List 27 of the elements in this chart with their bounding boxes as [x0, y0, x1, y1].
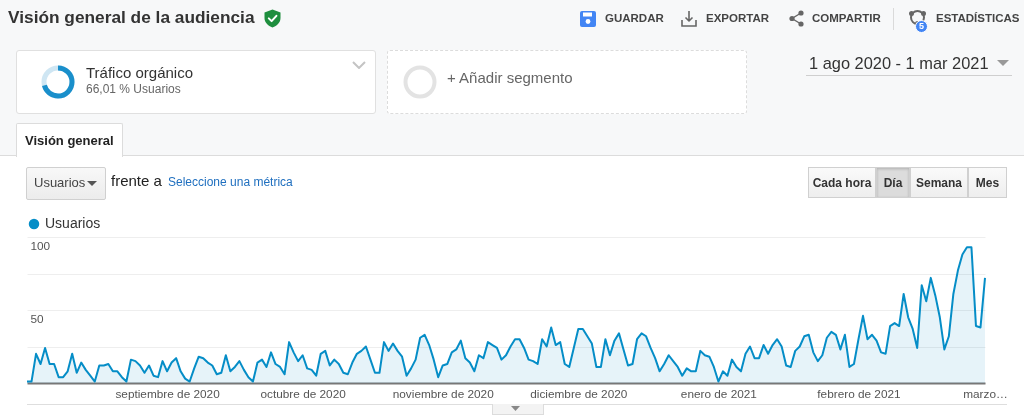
- button: Cada hora: [808, 167, 876, 198]
- text: Tráfico orgánico: [86, 64, 193, 82]
- x-tick-label: diciembre de 2020: [530, 386, 628, 401]
- y-tick-label: 50: [30, 311, 45, 326]
- chart-title: Visión general de la audiencia: [8, 7, 255, 28]
- x-tick-label: marzo…: [963, 386, 1008, 401]
- text: Seleccione una métrica: [168, 175, 293, 190]
- text: 66,01 % Usuarios: [86, 82, 181, 97]
- text: + Añadir segmento: [447, 69, 573, 87]
- x-tick-label: octubre de 2020: [260, 386, 347, 401]
- text: 1 ago 2020 - 1 mar 2021: [809, 53, 989, 73]
- button: Mes: [968, 167, 1007, 198]
- text: ESTADÍSTICAS: [936, 12, 1020, 26]
- text: frente a: [111, 172, 162, 190]
- text: Usuarios: [34, 174, 86, 191]
- x-tick-label: noviembre de 2020: [392, 386, 495, 401]
- x-tick-label: septiembre de 2020: [115, 386, 221, 401]
- text: GUARDAR: [605, 12, 664, 26]
- y-tick-label: 100: [30, 238, 51, 253]
- text: COMPARTIR: [812, 12, 881, 26]
- text: EXPORTAR: [706, 12, 770, 26]
- x-tick-label: enero de 2021: [680, 386, 757, 401]
- button: Día: [876, 167, 910, 198]
- button: Semana: [910, 167, 968, 198]
- legend-label: Usuarios: [45, 215, 101, 231]
- text: Visión general: [25, 132, 114, 149]
- x-tick-label: febrero de 2021: [817, 386, 901, 401]
